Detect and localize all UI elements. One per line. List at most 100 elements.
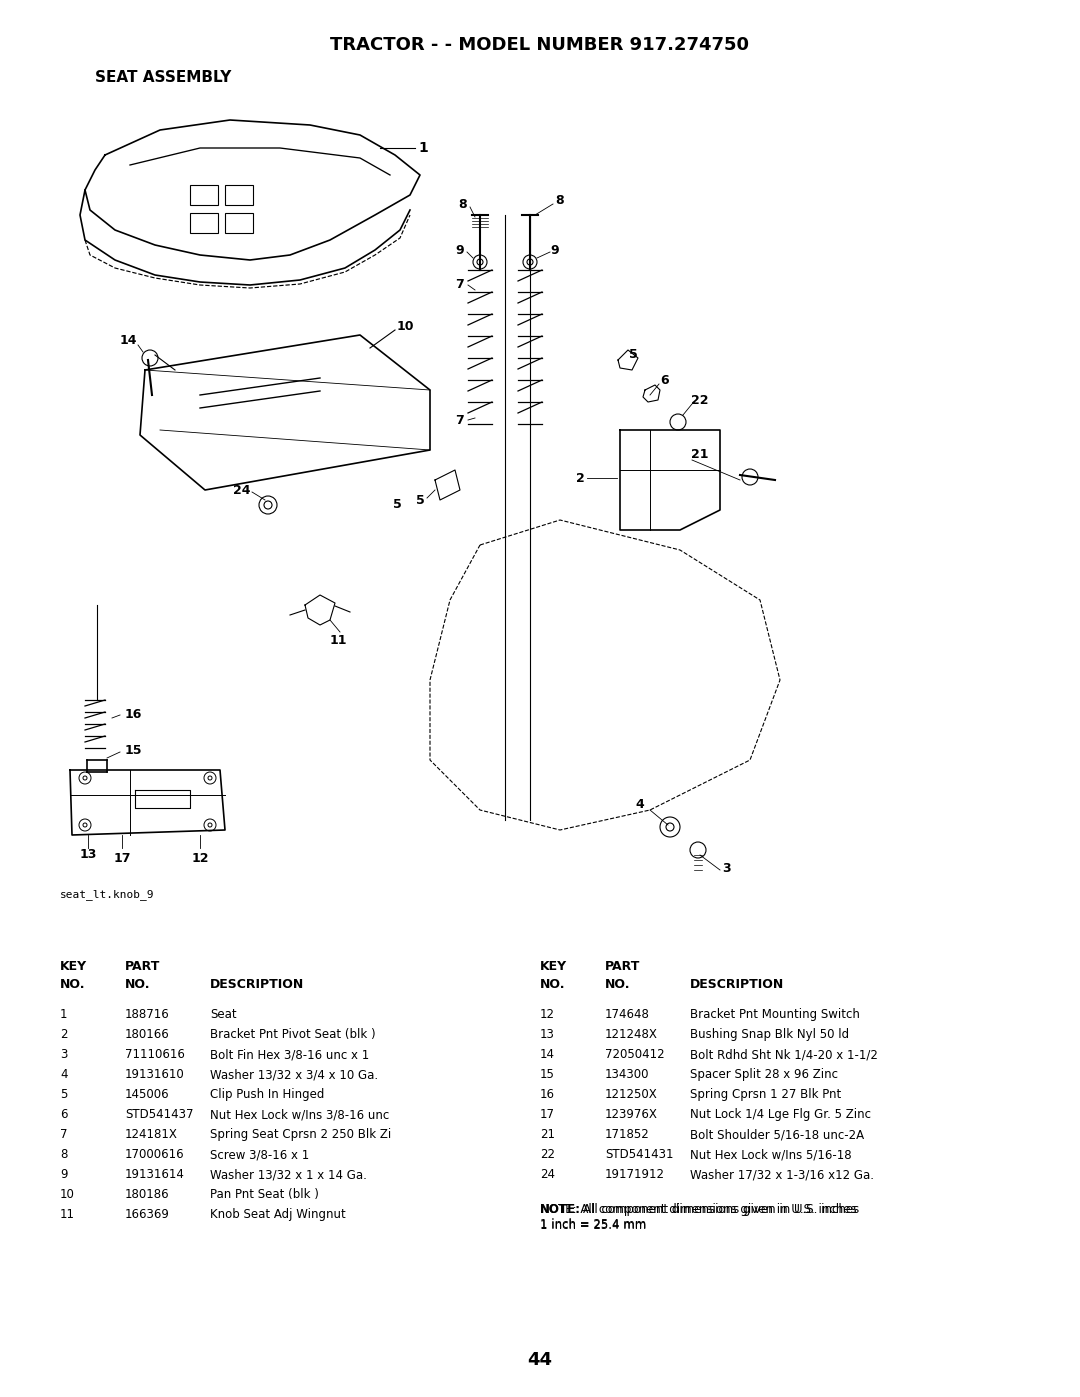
Text: 10: 10 (397, 320, 415, 332)
Text: 19171912: 19171912 (605, 1168, 665, 1180)
Text: 16: 16 (125, 708, 143, 721)
Text: Washer 13/32 x 3/4 x 10 Ga.: Washer 13/32 x 3/4 x 10 Ga. (210, 1067, 378, 1081)
Text: Screw 3/8-16 x 1: Screw 3/8-16 x 1 (210, 1148, 309, 1161)
Text: 1: 1 (418, 141, 428, 155)
Text: STD541431: STD541431 (605, 1148, 674, 1161)
Text: NO.: NO. (540, 978, 566, 990)
Text: 5: 5 (629, 348, 637, 362)
Text: 44: 44 (527, 1351, 553, 1369)
Text: 145006: 145006 (125, 1088, 170, 1101)
Text: 4: 4 (636, 799, 645, 812)
Text: Bushing Snap Blk Nyl 50 ld: Bushing Snap Blk Nyl 50 ld (690, 1028, 849, 1041)
Text: NO.: NO. (60, 978, 85, 990)
Text: 11: 11 (329, 633, 347, 647)
Text: 2: 2 (576, 472, 584, 485)
Text: 171852: 171852 (605, 1127, 650, 1141)
Text: 9: 9 (60, 1168, 67, 1180)
Text: Washer 17/32 x 1-3/16 x12 Ga.: Washer 17/32 x 1-3/16 x12 Ga. (690, 1168, 874, 1180)
Text: 3: 3 (723, 862, 731, 875)
Text: 5: 5 (393, 499, 402, 511)
Text: 3: 3 (60, 1048, 67, 1060)
Text: Bolt Fin Hex 3/8-16 unc x 1: Bolt Fin Hex 3/8-16 unc x 1 (210, 1048, 369, 1060)
Text: 24: 24 (233, 483, 251, 496)
Text: 19131614: 19131614 (125, 1168, 185, 1180)
Text: NO.: NO. (125, 978, 150, 990)
Text: 124181X: 124181X (125, 1127, 178, 1141)
Text: Clip Push In Hinged: Clip Push In Hinged (210, 1088, 324, 1101)
Text: 19131610: 19131610 (125, 1067, 185, 1081)
Text: 1 inch = 25.4 mm: 1 inch = 25.4 mm (540, 1220, 646, 1232)
Text: Nut Hex Lock w/Ins 3/8-16 unc: Nut Hex Lock w/Ins 3/8-16 unc (210, 1108, 389, 1120)
Text: 12: 12 (540, 1009, 555, 1021)
Text: 1: 1 (60, 1009, 67, 1021)
Text: Spring Seat Cprsn 2 250 Blk Zi: Spring Seat Cprsn 2 250 Blk Zi (210, 1127, 391, 1141)
Text: 13: 13 (79, 848, 97, 862)
Text: 8: 8 (459, 198, 468, 211)
Text: 4: 4 (60, 1067, 67, 1081)
Text: Knob Seat Adj Wingnut: Knob Seat Adj Wingnut (210, 1208, 346, 1221)
Text: 5: 5 (60, 1088, 67, 1101)
Text: 10: 10 (60, 1187, 75, 1201)
Text: Bracket Pnt Mounting Switch: Bracket Pnt Mounting Switch (690, 1009, 860, 1021)
Text: STD541437: STD541437 (125, 1108, 193, 1120)
Text: 180166: 180166 (125, 1028, 170, 1041)
Text: PART: PART (605, 960, 640, 972)
Text: 121250X: 121250X (605, 1088, 658, 1101)
Text: 6: 6 (60, 1108, 67, 1120)
Text: SEAT ASSEMBLY: SEAT ASSEMBLY (95, 70, 231, 85)
Text: Bolt Shoulder 5/16-18 unc-2A: Bolt Shoulder 5/16-18 unc-2A (690, 1127, 864, 1141)
Text: 12: 12 (191, 852, 208, 865)
Text: 15: 15 (540, 1067, 555, 1081)
Text: 7: 7 (60, 1127, 67, 1141)
Text: 166369: 166369 (125, 1208, 170, 1221)
Text: 188716: 188716 (125, 1009, 170, 1021)
Text: 8: 8 (556, 194, 565, 207)
Text: 9: 9 (551, 243, 559, 257)
Text: 5: 5 (416, 493, 424, 507)
Text: 17000616: 17000616 (125, 1148, 185, 1161)
Text: Spacer Split 28 x 96 Zinc: Spacer Split 28 x 96 Zinc (690, 1067, 838, 1081)
Text: 7: 7 (456, 414, 464, 426)
Text: NO.: NO. (605, 978, 631, 990)
Text: 180186: 180186 (125, 1187, 170, 1201)
Text: 2: 2 (60, 1028, 67, 1041)
Text: 134300: 134300 (605, 1067, 649, 1081)
Text: 123976X: 123976X (605, 1108, 658, 1120)
Text: Bracket Pnt Pivot Seat (blk ): Bracket Pnt Pivot Seat (blk ) (210, 1028, 376, 1041)
Text: Nut Hex Lock w/Ins 5/16-18: Nut Hex Lock w/Ins 5/16-18 (690, 1148, 852, 1161)
Text: 21: 21 (540, 1127, 555, 1141)
Text: 9: 9 (456, 243, 464, 257)
Text: seat_lt.knob_9: seat_lt.knob_9 (60, 890, 154, 901)
Text: 17: 17 (540, 1108, 555, 1120)
Text: PART: PART (125, 960, 160, 972)
Text: 15: 15 (125, 743, 143, 757)
Text: 13: 13 (540, 1028, 555, 1041)
Text: 21: 21 (691, 448, 708, 461)
Text: 14: 14 (119, 334, 137, 346)
Text: 17: 17 (113, 852, 131, 865)
Text: Pan Pnt Seat (blk ): Pan Pnt Seat (blk ) (210, 1187, 319, 1201)
Text: 174648: 174648 (605, 1009, 650, 1021)
Text: TRACTOR - - MODEL NUMBER 917.274750: TRACTOR - - MODEL NUMBER 917.274750 (330, 36, 750, 54)
Text: 71110616: 71110616 (125, 1048, 185, 1060)
Text: 16: 16 (540, 1088, 555, 1101)
Text: DESCRIPTION: DESCRIPTION (690, 978, 784, 990)
Text: 14: 14 (540, 1048, 555, 1060)
Text: 22: 22 (691, 394, 708, 407)
Text: Seat: Seat (210, 1009, 237, 1021)
Text: 121248X: 121248X (605, 1028, 658, 1041)
Text: NOTE:: NOTE: (540, 1203, 581, 1215)
Text: 11: 11 (60, 1208, 75, 1221)
Text: 22: 22 (540, 1148, 555, 1161)
Text: 7: 7 (456, 278, 464, 292)
Text: Spring Cprsn 1 27 Blk Pnt: Spring Cprsn 1 27 Blk Pnt (690, 1088, 841, 1101)
Text: KEY: KEY (60, 960, 87, 972)
Text: KEY: KEY (540, 960, 567, 972)
Text: Washer 13/32 x 1 x 14 Ga.: Washer 13/32 x 1 x 14 Ga. (210, 1168, 367, 1180)
Text: 8: 8 (60, 1148, 67, 1161)
Text: 24: 24 (540, 1168, 555, 1180)
Text: Bolt Rdhd Sht Nk 1/4-20 x 1-1/2: Bolt Rdhd Sht Nk 1/4-20 x 1-1/2 (690, 1048, 878, 1060)
Text: 6: 6 (661, 373, 670, 387)
Text: DESCRIPTION: DESCRIPTION (210, 978, 305, 990)
Text: 72050412: 72050412 (605, 1048, 664, 1060)
